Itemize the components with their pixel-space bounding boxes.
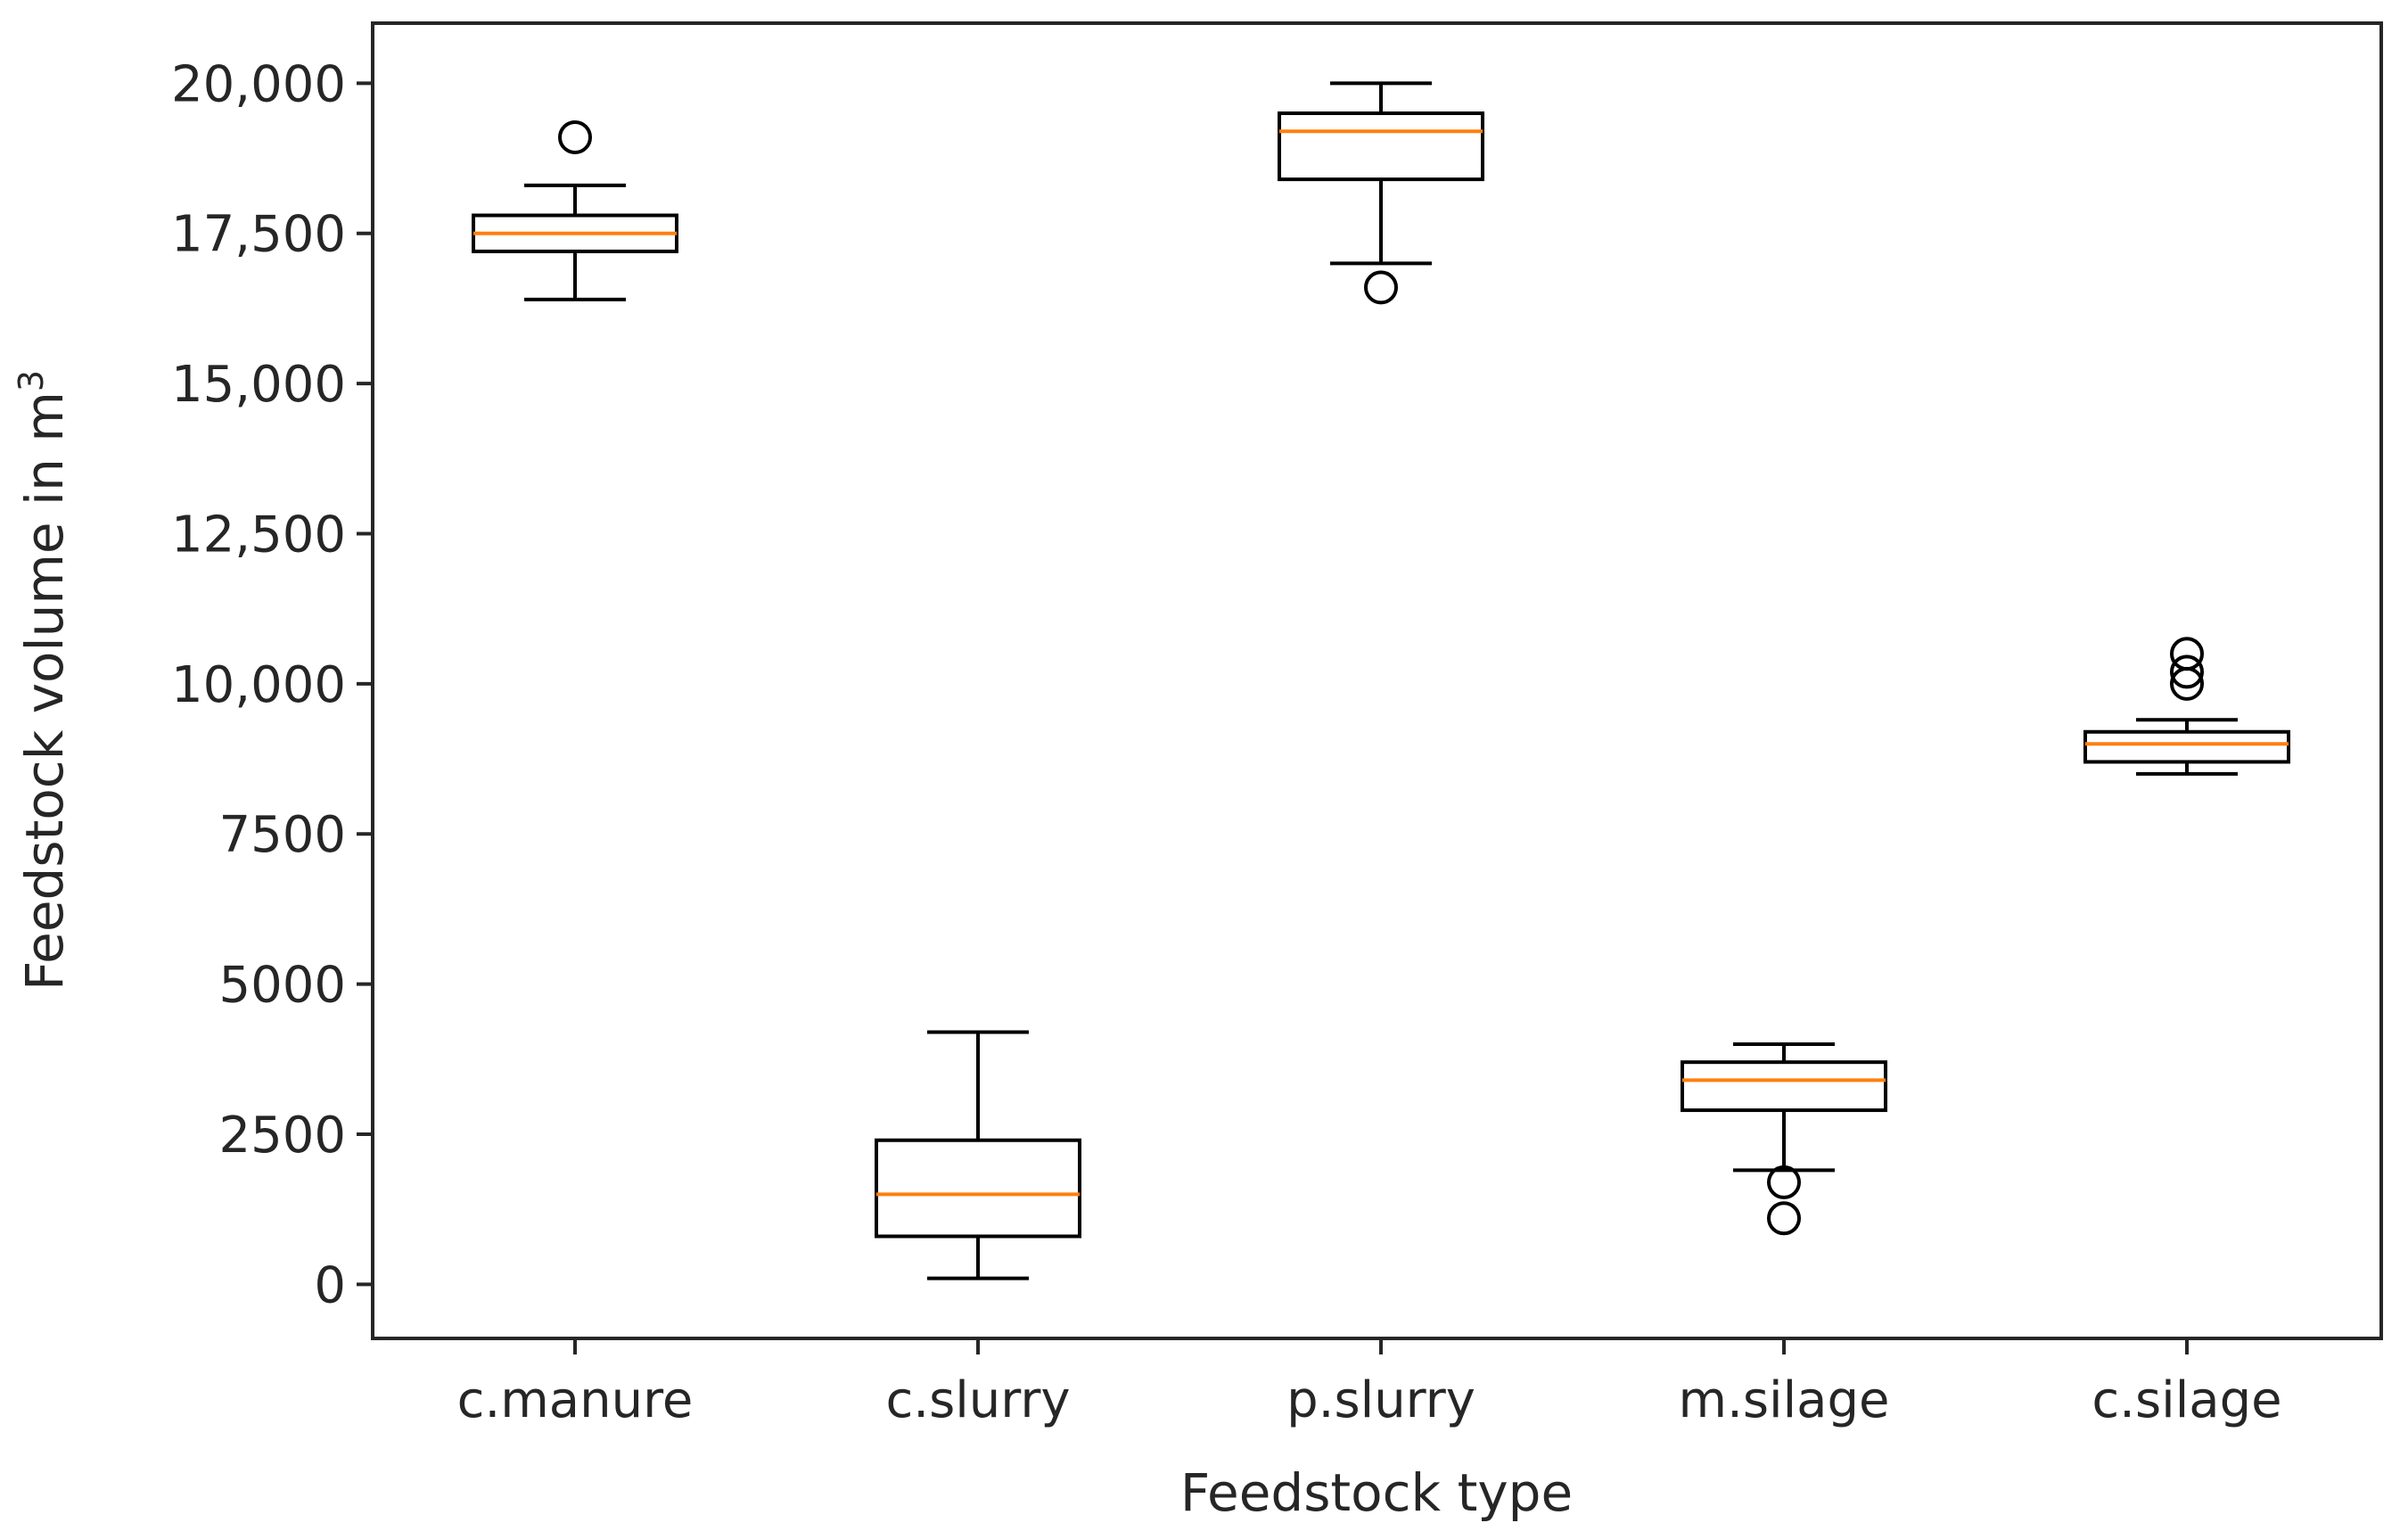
y-tick-label: 2500 [218,1107,346,1165]
box-series [472,81,2290,1280]
box-c-manure [472,119,678,301]
plot-frame [371,21,2383,1340]
outlier-point [1767,1165,1801,1199]
y-axis-label-superscript: 3 [12,370,51,391]
y-tick-label: 12,500 [171,506,346,564]
box-m-silage [1681,1041,1887,1236]
y-tick-label: 7500 [218,806,346,864]
y-tick-label: 20,000 [171,55,346,113]
outlier-point [2170,654,2204,689]
iqr-box [1681,1060,1887,1113]
iqr-box [1278,111,1484,182]
outlier-point [2170,637,2204,671]
outlier-point [1364,270,1398,305]
y-tick-label: 5000 [218,957,346,1015]
y-axis-ticks: 0 2500 5000 7500 10,000 12,500 15,000 17,500 20,… [171,55,373,1314]
box-c-slurry [875,1030,1081,1280]
y-tick-label: 10,000 [171,656,346,714]
y-axis-label-text: Feedstock volume in m [14,391,75,991]
box-p-slurry [1278,81,1484,305]
y-tick-label: 15,000 [171,356,346,414]
y-axis-label: Feedstock volume in m3 [12,370,75,991]
x-tick-label: c.manure [457,1371,694,1429]
outlier-point [558,119,592,154]
box-c-silage [2083,637,2290,776]
y-tick-label: 0 [314,1256,346,1314]
y-tick-label: 17,500 [171,206,346,264]
x-axis-ticks: c.manure c.slurry p.slurry m.silage c.silage [457,1338,2282,1429]
iqr-box [875,1138,1081,1239]
x-axis-label: Feedstock type [1180,1462,1573,1523]
outlier-point [1767,1201,1801,1236]
iqr-box [2083,729,2290,764]
x-tick-label: m.silage [1679,1371,1890,1429]
x-tick-label: p.slurry [1286,1371,1475,1429]
x-tick-label: c.silage [2092,1371,2281,1429]
x-tick-label: c.slurry [885,1371,1070,1429]
